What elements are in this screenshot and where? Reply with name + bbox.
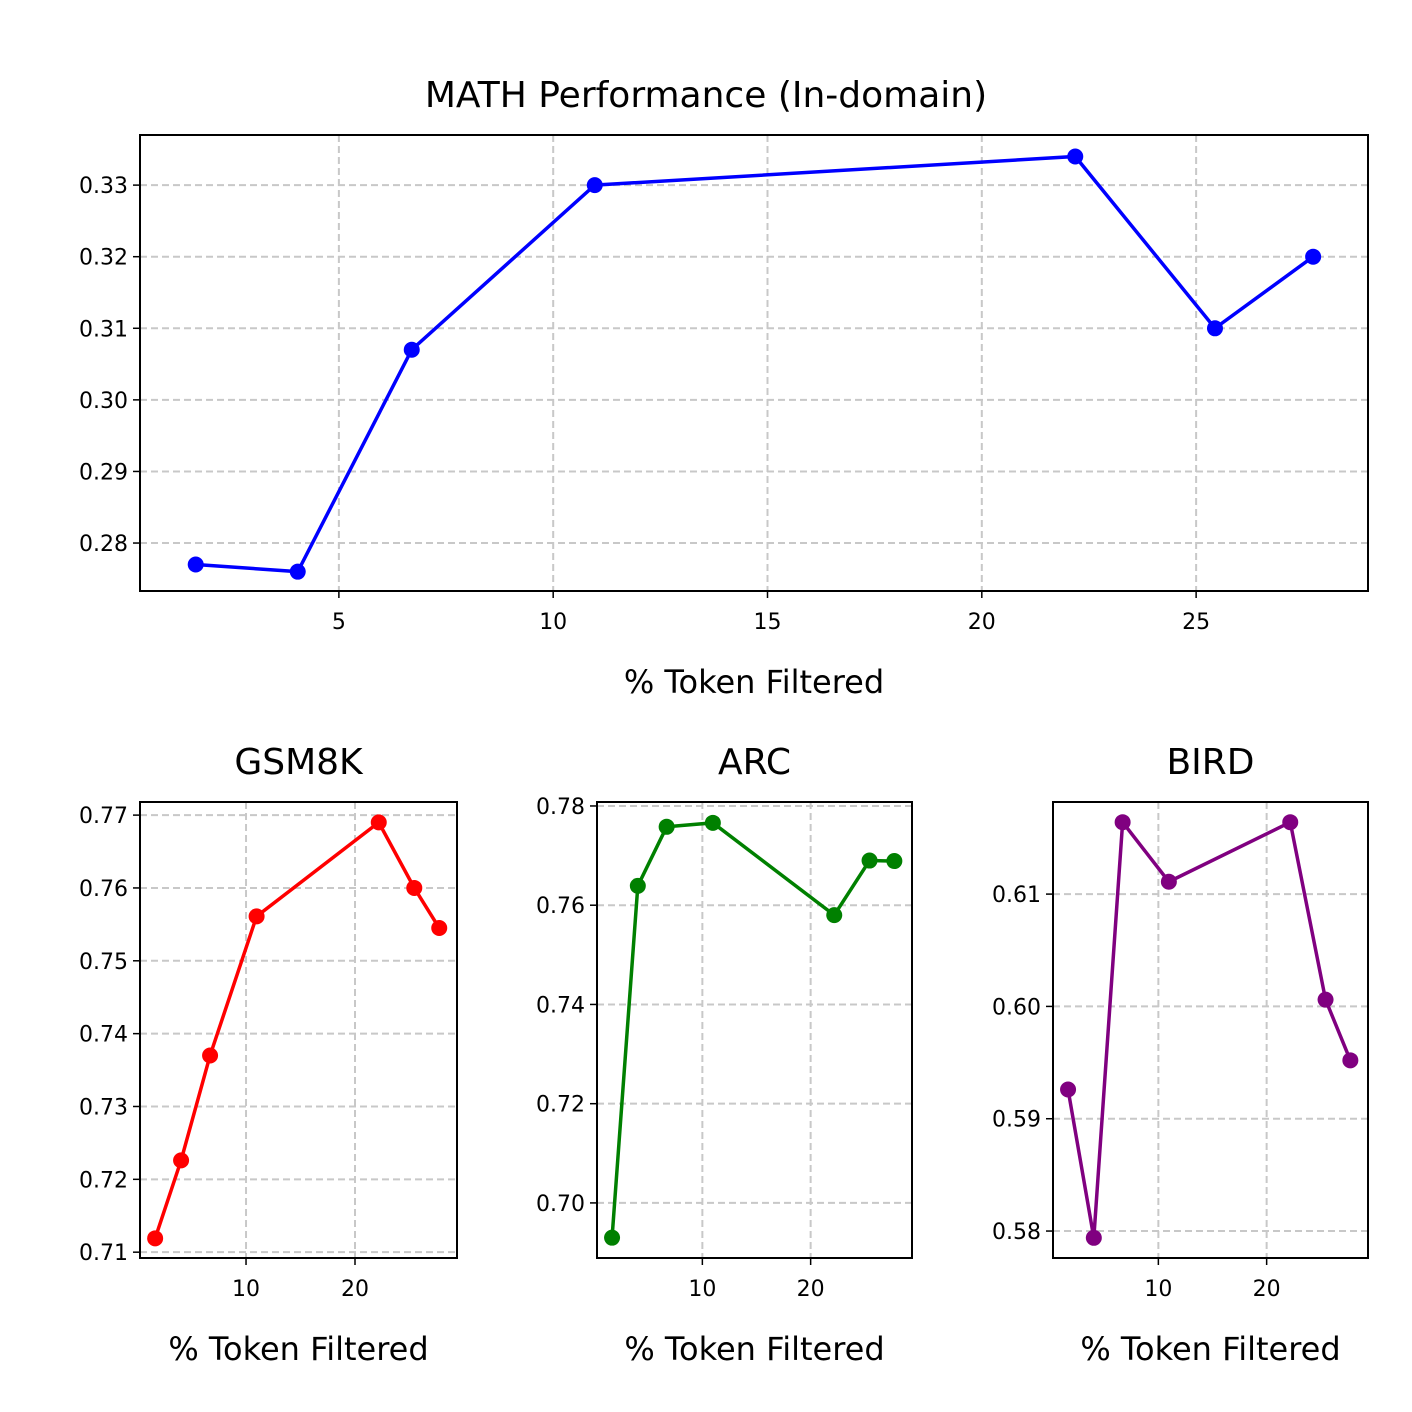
y-tick-label: 0.77 bbox=[79, 804, 128, 829]
x-tick-label: 10 bbox=[1144, 1277, 1172, 1302]
y-tick-label: 0.29 bbox=[79, 460, 128, 485]
chart-title: BIRD bbox=[1166, 742, 1254, 783]
y-tick-label: 0.76 bbox=[79, 877, 128, 902]
y-tick-label: 0.72 bbox=[79, 1168, 128, 1193]
y-tick-label: 0.75 bbox=[79, 950, 128, 975]
plot-frame bbox=[139, 134, 1369, 592]
point bbox=[1305, 248, 1322, 265]
y-tick-label: 0.73 bbox=[79, 1095, 128, 1120]
y-tick-label: 0.60 bbox=[992, 995, 1041, 1020]
series-line bbox=[153, 819, 441, 1239]
x-tick-label: 20 bbox=[797, 1277, 825, 1302]
point bbox=[586, 177, 603, 194]
point bbox=[1317, 991, 1334, 1008]
x-tick-label: 20 bbox=[1253, 1277, 1281, 1302]
point bbox=[886, 853, 903, 870]
chart-title: MATH Performance (In-domain) bbox=[425, 75, 987, 116]
x-tick-label: 15 bbox=[754, 610, 782, 635]
point bbox=[604, 1229, 621, 1246]
y-tick-label: 0.31 bbox=[79, 317, 128, 342]
y-tick-label: 0.61 bbox=[992, 883, 1041, 908]
y-tick-label: 0.59 bbox=[992, 1108, 1041, 1133]
point bbox=[370, 814, 387, 831]
point bbox=[1342, 1052, 1359, 1069]
x-axis-label: % Token Filtered bbox=[624, 663, 884, 701]
point bbox=[1160, 873, 1177, 890]
y-tick-label: 0.71 bbox=[79, 1241, 128, 1266]
x-tick-label: 5 bbox=[332, 610, 346, 635]
point bbox=[1206, 320, 1223, 337]
point bbox=[187, 556, 204, 573]
y-tick-label: 0.76 bbox=[536, 894, 585, 919]
x-tick-label: 10 bbox=[688, 1277, 716, 1302]
point bbox=[1114, 814, 1131, 831]
x-axis-label: % Token Filtered bbox=[1080, 1330, 1340, 1368]
point bbox=[1282, 814, 1299, 831]
y-tick-label: 0.78 bbox=[536, 795, 585, 820]
point bbox=[704, 814, 721, 831]
y-tick-label: 0.74 bbox=[536, 993, 585, 1018]
point bbox=[173, 1152, 190, 1169]
y-tick-label: 0.33 bbox=[79, 174, 128, 199]
y-tick-label: 0.28 bbox=[79, 532, 128, 557]
x-axis-label: % Token Filtered bbox=[624, 1330, 884, 1368]
y-tick-label: 0.30 bbox=[79, 389, 128, 414]
point bbox=[406, 879, 423, 896]
x-tick-label: 20 bbox=[968, 610, 996, 635]
point bbox=[289, 563, 306, 580]
point bbox=[861, 852, 878, 869]
y-tick-label: 0.32 bbox=[79, 246, 128, 271]
point bbox=[202, 1047, 219, 1064]
chart-title: GSM8K bbox=[234, 742, 364, 783]
y-tick-label: 0.74 bbox=[79, 1023, 128, 1048]
point bbox=[403, 341, 420, 358]
chart-title: ARC bbox=[718, 742, 791, 783]
plot-frame bbox=[139, 801, 458, 1259]
series-line bbox=[1066, 817, 1352, 1239]
plot-frame bbox=[1052, 801, 1369, 1259]
y-tick-label: 0.58 bbox=[992, 1220, 1041, 1245]
point bbox=[431, 920, 448, 937]
point bbox=[1085, 1229, 1102, 1246]
point bbox=[147, 1230, 164, 1247]
point bbox=[629, 877, 646, 894]
series-line bbox=[610, 821, 895, 1238]
x-tick-label: 25 bbox=[1182, 610, 1210, 635]
point bbox=[1067, 148, 1084, 165]
y-tick-label: 0.70 bbox=[536, 1192, 585, 1217]
point bbox=[826, 907, 843, 924]
series-line bbox=[195, 154, 1315, 574]
y-tick-label: 0.72 bbox=[536, 1093, 585, 1118]
point bbox=[658, 818, 675, 835]
x-tick-label: 20 bbox=[341, 1277, 369, 1302]
x-axis-label: % Token Filtered bbox=[168, 1330, 428, 1368]
plot-frame bbox=[596, 801, 913, 1259]
point bbox=[248, 908, 265, 925]
x-tick-label: 10 bbox=[539, 610, 567, 635]
x-tick-label: 10 bbox=[232, 1277, 260, 1302]
point bbox=[1060, 1081, 1077, 1098]
